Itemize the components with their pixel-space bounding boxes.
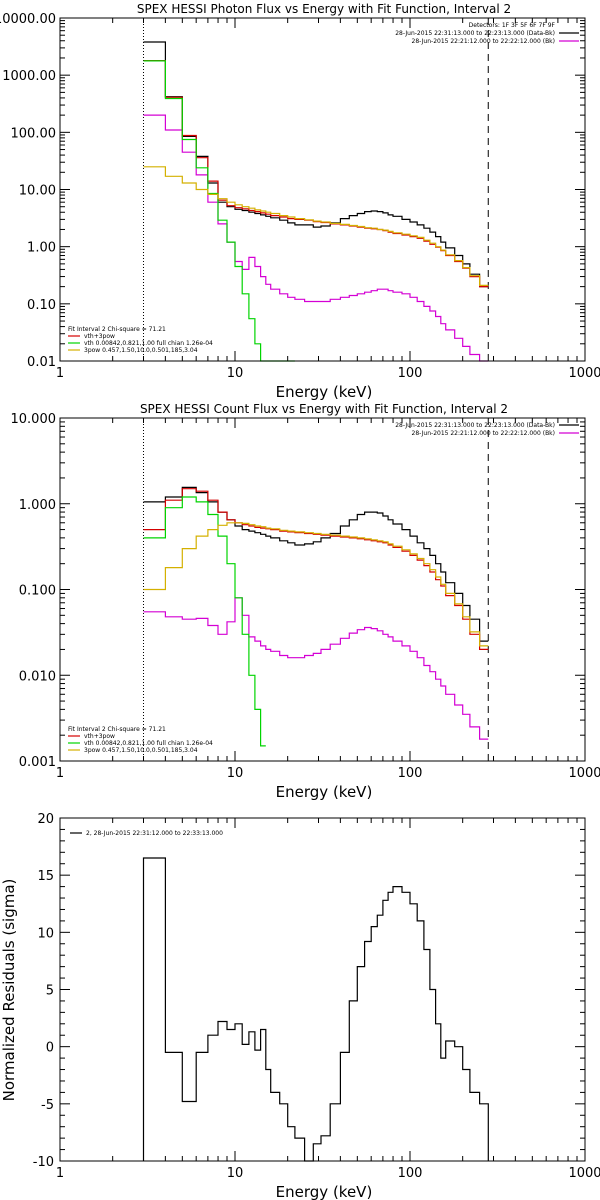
count-flux-title: SPEX HESSI Count Flux vs Energy with Fit… [140,402,508,416]
count-flux-plot-frame [59,417,586,762]
fit-legend-entry: 3pow 0.457,1.50,10.0,0.501,185,3.04 [84,747,198,754]
legend-entry: 28-Jun-2015 22:21:12.000 to 22:22:12.000… [412,430,555,437]
x-tick-label: 100 [398,366,423,381]
y-tick-label: 0.10 [27,298,56,313]
y-tick-label: 0.100 [19,584,56,599]
series-data-bk-line [143,41,489,288]
legend-entry: 28-Jun-2015 22:21:12.000 to 22:22:12.000… [412,38,555,45]
fit-legend-entry: vth 0.00842,0.821,1.00 full chian 1.26e-… [84,740,213,747]
y-tick-label: 1000.00 [2,69,56,84]
photon-flux-plot-frame [59,17,586,362]
x-tick-label: 10 [227,766,244,781]
y-tick-label: 10.00 [19,184,56,199]
y-tick-label: 0.010 [19,669,56,684]
y-tick-label: 10.000 [11,412,57,427]
fit-legend-entry: 3pow 0.457,1.50,10.0,0.501,185,3.04 [84,347,198,354]
residuals-plot-frame [59,817,586,1162]
fit-legend-entry: vth+3pow [84,733,115,740]
x-tick-label: 1000 [568,1166,600,1181]
x-tick-label: 10 [227,366,244,381]
x-tick-label: 1 [56,1166,64,1181]
y-tick-label: 20 [37,812,54,827]
y-tick-label: 0.001 [19,755,56,770]
y-tick-label: 100.00 [11,126,57,141]
legend-entry: 2, 28-Jun-2015 22:31:12.000 to 22:33:13.… [86,830,223,837]
fit-legend-entry: vth+3pow [84,333,115,340]
legend-entry: Detectors: 1F 3F 5F 6F 7F 9F [469,22,556,29]
series-3pow-line [143,166,489,286]
count-flux-panel: SPEX HESSI Count Flux vs Energy with Fit… [11,402,600,801]
y-tick-label: 10 [37,926,54,941]
legend-entry: 28-Jun-2015 22:31:13.000 to 22:23:13.000… [395,422,555,429]
count-flux-x-axis-label: Energy (keV) [276,783,373,801]
x-tick-label: 100 [398,766,423,781]
x-tick-label: 10 [227,1166,244,1181]
legend-entry: 28-Jun-2015 22:31:13.000 to 22:23:13.000… [395,30,555,37]
x-tick-label: 100 [398,1166,423,1181]
y-tick-label: 1.00 [27,241,56,256]
series-data-bk-line [143,486,489,642]
y-tick-label: 0 [46,1041,54,1056]
residuals-x-axis-label: Energy (keV) [276,1183,373,1200]
series-bk-line [143,597,489,740]
photon-flux-panel: SPEX HESSI Photon Flux vs Energy with Fi… [0,2,600,401]
series-vth-3pow-line [143,488,489,650]
photon-flux-x-axis-label: Energy (keV) [276,383,373,401]
x-tick-label: 1000 [568,366,600,381]
series-3pow-line [143,522,489,647]
residuals-y-axis-label: Normalized Residuals (sigma) [0,879,18,1102]
fit-legend-entry: vth 0.00842,0.821,1.00 full chian 1.26e-… [84,340,213,347]
series-vth-3pow-line [143,60,489,288]
fit-legend-header: Fit Interval 2 Chi-square = 71.21 [68,326,166,333]
y-tick-label: 1.000 [19,498,56,513]
photon-flux-title: SPEX HESSI Photon Flux vs Energy with Fi… [137,2,511,16]
x-tick-label: 1000 [568,766,600,781]
y-tick-label: 10000.00 [0,12,56,27]
x-tick-label: 1 [56,766,64,781]
residuals-panel: Energy (keV) Normalized Residuals (sigma… [0,812,600,1200]
series-bk-line [143,114,489,362]
y-tick-label: -5 [41,1098,54,1113]
series-residuals-line [142,857,489,1162]
series-vth-line [143,496,266,747]
series-vth-line [143,60,295,362]
fit-legend-header: Fit Interval 2 Chi-square = 71.21 [68,726,166,733]
y-tick-label: 5 [46,984,54,999]
y-tick-label: 15 [37,869,54,884]
y-tick-label: -10 [33,1155,54,1170]
y-tick-label: 0.01 [27,355,56,370]
x-tick-label: 1 [56,366,64,381]
